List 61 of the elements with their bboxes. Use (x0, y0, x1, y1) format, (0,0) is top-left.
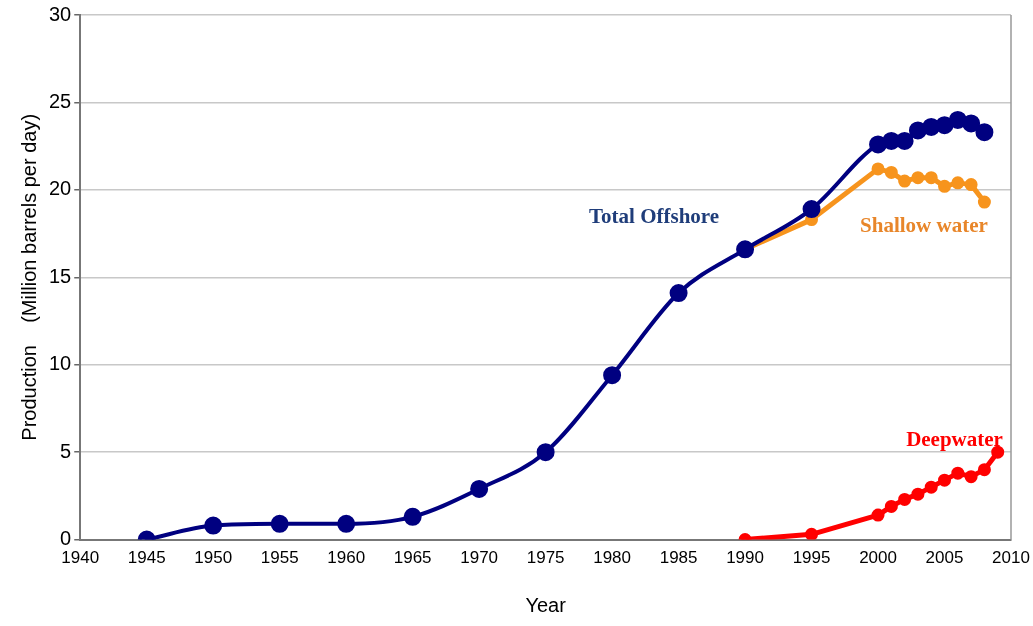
point (911, 487, 925, 501)
point (975, 123, 994, 142)
point (924, 171, 938, 185)
point (935, 116, 954, 135)
point (603, 366, 622, 385)
point (911, 171, 925, 185)
point (270, 514, 289, 533)
point (964, 470, 978, 484)
point (898, 492, 912, 506)
x-tick-label: 1960 (327, 548, 366, 568)
point (403, 507, 422, 526)
point (470, 479, 489, 498)
point (337, 514, 356, 533)
point (948, 110, 967, 129)
x-tick-label: 1980 (593, 548, 632, 568)
y-tick-label: 30 (49, 2, 72, 25)
x-tick-label: 2010 (992, 548, 1030, 568)
y-tick-label: 0 (60, 527, 72, 550)
point (536, 443, 555, 462)
y-tick-label: 20 (49, 177, 72, 200)
point (977, 195, 991, 209)
point (962, 114, 981, 133)
y-tick-label: 15 (49, 264, 72, 287)
y-axis-title: Production (Million barrels per day) (17, 113, 40, 441)
point (805, 527, 819, 540)
point (938, 473, 952, 487)
x-tick-label: 1970 (460, 548, 499, 568)
point (951, 466, 965, 480)
point (977, 463, 991, 477)
point (951, 176, 965, 190)
point (802, 200, 821, 219)
series-label: Deepwater (906, 426, 1003, 451)
point (204, 516, 223, 535)
x-tick-label: 1990 (726, 548, 764, 568)
x-tick-label: 2000 (859, 548, 897, 568)
point (669, 284, 688, 303)
point (871, 162, 885, 176)
x-tick-label: 2005 (925, 548, 964, 568)
x-tick-label: 1940 (61, 548, 100, 568)
point (898, 174, 912, 188)
y-tick-label: 25 (49, 89, 72, 112)
x-tick-label: 1955 (260, 548, 299, 568)
x-tick-label: 1995 (792, 548, 831, 568)
x-tick-label: 1965 (393, 548, 432, 568)
point (869, 135, 888, 154)
x-axis-title: Year (525, 593, 567, 616)
point (924, 480, 938, 494)
x-tick-label: 1985 (659, 548, 698, 568)
y-tick-label: 10 (49, 352, 72, 375)
x-tick-label: 1975 (526, 548, 565, 568)
point (908, 121, 927, 140)
x-tick-label: 1945 (127, 548, 166, 568)
point (884, 499, 898, 513)
point (938, 179, 952, 193)
x-tick-label: 1950 (194, 548, 233, 568)
point (884, 165, 898, 179)
point (964, 178, 978, 192)
series-label: Shallow water (860, 213, 988, 238)
series-label: Total Offshore (588, 203, 720, 228)
point (871, 508, 885, 522)
y-tick-label: 5 (60, 439, 72, 462)
